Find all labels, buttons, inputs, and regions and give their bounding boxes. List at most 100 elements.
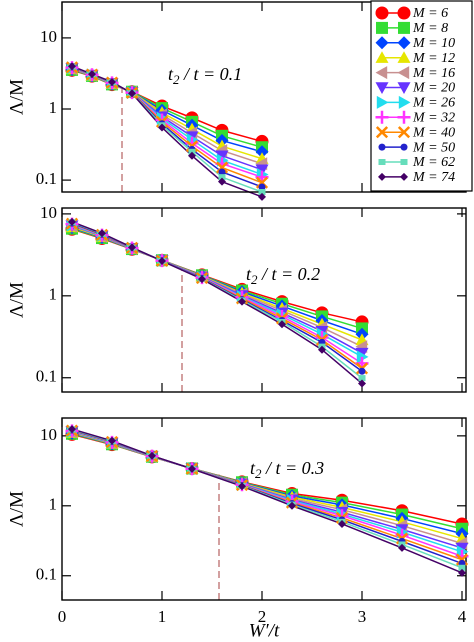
marker — [218, 174, 226, 181]
legend-label: M = 16 — [412, 66, 455, 81]
x-axis-label: W′/t — [249, 620, 280, 641]
legend-marker — [397, 66, 410, 80]
x-tick-label: 2 — [258, 607, 267, 626]
marker — [258, 183, 266, 191]
annotation: t2 / t = 0.2 — [246, 264, 320, 287]
annotation-sub: 2 — [251, 272, 258, 287]
marker — [68, 217, 76, 226]
marker — [148, 451, 156, 460]
plot-frame — [61, 207, 467, 393]
legend-marker — [376, 95, 389, 109]
annotation-sub: 2 — [255, 466, 262, 481]
panel: 0.1 1 10 Λ/M t2 / t = 0.2 — [6, 203, 467, 393]
annotation-part: t — [168, 64, 174, 84]
legend-label: M = 12 — [412, 51, 455, 66]
legend-label: M = 62 — [412, 155, 455, 170]
legend-label: M = 32 — [412, 111, 455, 126]
x-tick-label: 0 — [58, 607, 67, 626]
marker — [338, 519, 346, 528]
y-axis-label: Λ/M — [6, 79, 27, 115]
legend-marker — [375, 82, 389, 94]
series-line — [71, 66, 263, 184]
marker — [218, 177, 226, 186]
marker — [158, 123, 166, 132]
legend-marker — [400, 172, 408, 181]
legend-label: M = 26 — [412, 96, 455, 111]
legend-marker — [398, 95, 411, 109]
marker — [258, 189, 266, 195]
legend-marker — [397, 51, 411, 63]
legend-label: M = 50 — [412, 140, 455, 155]
x-tick-label: 3 — [358, 607, 367, 626]
legend-marker — [397, 110, 411, 124]
y-tick-label: 1 — [49, 98, 58, 117]
series-line — [71, 221, 363, 385]
marker — [188, 151, 196, 160]
plot-frame — [61, 417, 467, 601]
legend-marker — [397, 82, 411, 94]
legend-marker — [397, 36, 411, 50]
series-line — [71, 65, 263, 193]
series-line — [71, 65, 263, 198]
legend-marker — [400, 159, 408, 165]
legend-marker — [376, 21, 388, 34]
marker — [215, 150, 229, 163]
legend-marker — [375, 110, 389, 124]
marker — [318, 345, 326, 354]
annotation: t2 / t = 0.1 — [168, 64, 242, 87]
marker — [258, 192, 266, 201]
marker — [358, 367, 366, 375]
marker — [68, 62, 76, 71]
annotation-part: / t = 0.3 — [262, 458, 325, 478]
legend-marker — [375, 126, 389, 139]
legend-label: M = 40 — [412, 125, 455, 140]
legend-marker — [375, 36, 389, 50]
marker — [255, 145, 269, 159]
legend-marker — [398, 21, 410, 34]
marker — [108, 77, 116, 86]
marker — [98, 229, 106, 238]
y-axis-label: Λ/M — [6, 491, 27, 527]
marker — [278, 320, 286, 329]
marker — [128, 243, 136, 252]
annotation-part: t — [246, 264, 252, 284]
legend-marker — [378, 159, 386, 165]
x-tick-label: 1 — [158, 607, 167, 626]
marker — [238, 297, 246, 306]
marker — [458, 568, 466, 577]
legend-label: M = 8 — [412, 21, 448, 36]
y-tick-label: 0.1 — [36, 367, 57, 386]
legend-label: M = 10 — [412, 36, 455, 51]
marker — [458, 564, 466, 571]
legend-marker — [378, 143, 386, 151]
legend-label: M = 74 — [412, 170, 455, 185]
legend-label: M = 20 — [412, 81, 455, 96]
y-tick-label: 1 — [49, 285, 58, 304]
legend-marker — [375, 6, 389, 20]
annotation-part: / t = 0.2 — [258, 264, 321, 284]
y-tick-label: 1 — [49, 495, 58, 514]
marker — [398, 543, 406, 552]
legend-marker — [397, 126, 411, 139]
y-tick-label: 10 — [40, 203, 57, 222]
annotation-part: / t = 0.1 — [180, 64, 243, 84]
marker — [358, 375, 366, 382]
marker — [215, 161, 229, 174]
legend-marker — [375, 51, 389, 63]
y-axis-label: Λ/M — [6, 282, 27, 318]
y-tick-label: 10 — [40, 27, 57, 46]
y-tick-label: 10 — [40, 425, 57, 444]
x-tick-label: 4 — [458, 607, 467, 626]
marker — [158, 257, 166, 266]
legend-marker — [378, 172, 386, 181]
marker — [218, 168, 226, 176]
series-line — [71, 221, 363, 379]
marker — [68, 425, 76, 434]
y-tick-label: 0.1 — [36, 565, 57, 584]
legend-marker — [397, 6, 411, 20]
marker — [288, 501, 296, 510]
annotation-sub: 2 — [173, 72, 180, 87]
marker — [108, 436, 116, 445]
annotation: t2 / t = 0.3 — [250, 458, 324, 481]
